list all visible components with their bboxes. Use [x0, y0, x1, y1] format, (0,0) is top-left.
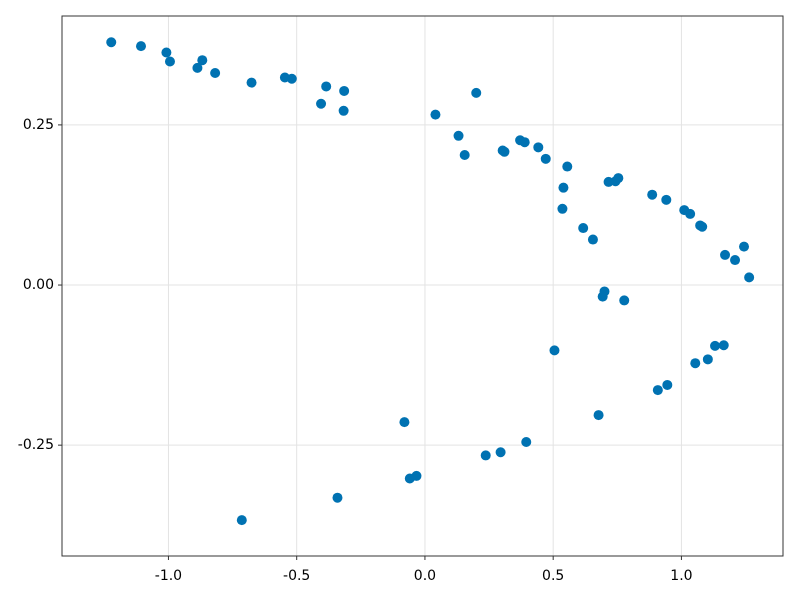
x-tick-label: 1.0: [670, 568, 692, 584]
point: [480, 450, 491, 461]
point: [662, 379, 673, 390]
point: [593, 410, 604, 421]
y-tick-label: -0.25: [18, 437, 54, 453]
point: [495, 447, 506, 458]
point: [540, 153, 551, 164]
point: [339, 85, 350, 96]
point: [685, 208, 696, 219]
point: [515, 135, 526, 146]
point: [695, 220, 706, 231]
point: [316, 98, 327, 109]
point: [730, 255, 741, 266]
tick-labels: -1.0 -0.5 0.0 0.5 1.0 -0.25 0.00 0.25: [18, 117, 693, 584]
point: [578, 223, 589, 234]
point: [549, 345, 560, 356]
x-tick-label: -1.0: [155, 568, 182, 584]
point: [702, 354, 713, 365]
point: [471, 87, 482, 98]
point: [603, 176, 614, 187]
point: [192, 62, 203, 73]
point: [587, 234, 598, 245]
point: [338, 105, 349, 116]
point: [332, 492, 343, 503]
point: [744, 272, 755, 283]
point: [661, 194, 672, 205]
point: [164, 56, 175, 67]
y-tick-label: 0.25: [23, 117, 54, 133]
point: [106, 37, 117, 48]
point: [459, 150, 470, 161]
x-tick-label: 0.0: [414, 568, 436, 584]
point: [710, 340, 721, 351]
point: [557, 203, 568, 214]
point: [720, 249, 731, 260]
point: [286, 73, 297, 84]
point: [690, 358, 701, 369]
point: [562, 161, 573, 172]
point: [652, 385, 663, 396]
y-tick-label: 0.00: [23, 277, 54, 293]
point: [521, 436, 532, 447]
points: [106, 37, 755, 526]
plot-frame: [61, 15, 784, 557]
point: [739, 241, 750, 252]
x-tick-label: 0.5: [542, 568, 564, 584]
x-tick-label: -0.5: [283, 568, 310, 584]
point: [321, 81, 332, 92]
point: [197, 55, 208, 66]
point: [647, 189, 658, 200]
grid: [62, 16, 783, 556]
point: [246, 77, 257, 88]
point: [613, 173, 624, 184]
point: [399, 417, 410, 428]
point: [453, 130, 464, 141]
point: [430, 109, 441, 120]
point: [161, 47, 172, 58]
point: [558, 182, 569, 193]
point: [533, 142, 544, 153]
point: [210, 68, 221, 79]
point: [236, 515, 247, 526]
point: [597, 291, 608, 302]
point: [619, 295, 630, 306]
point: [499, 146, 510, 157]
point: [718, 340, 729, 351]
point: [135, 41, 146, 52]
point: [404, 473, 415, 484]
